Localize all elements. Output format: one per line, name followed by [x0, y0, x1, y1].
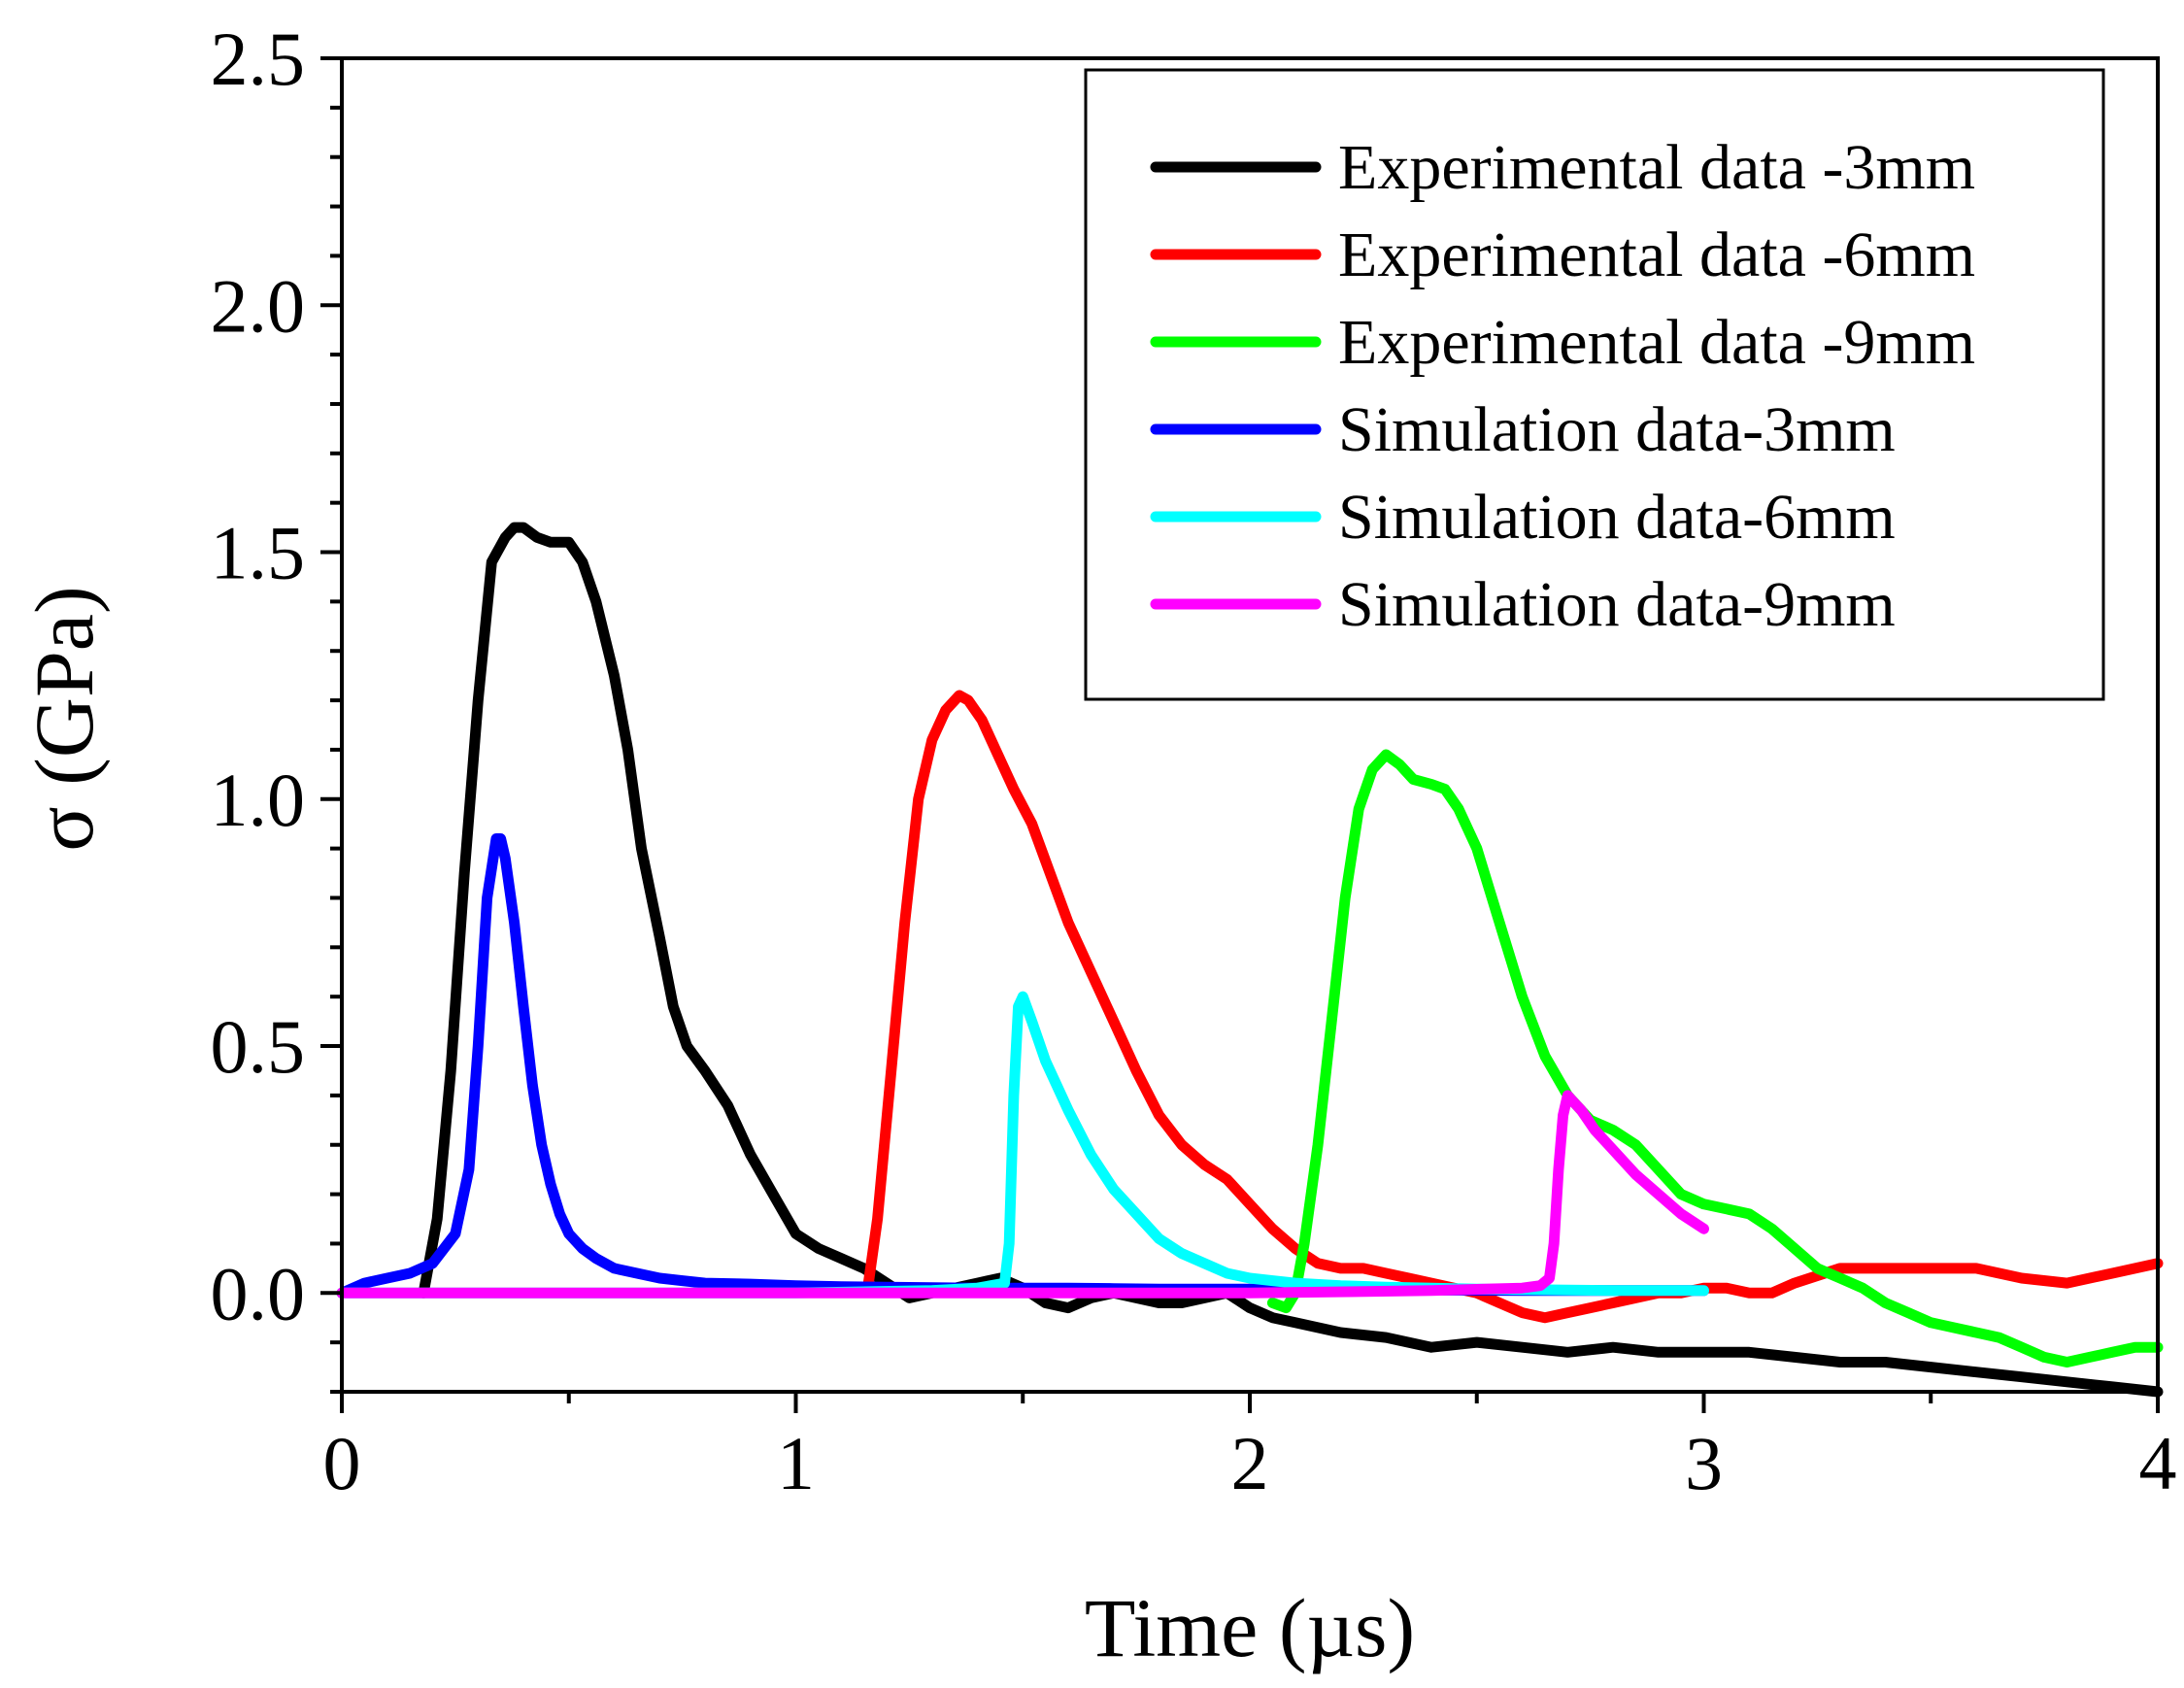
- series-line-2: [862, 690, 2164, 1324]
- legend-label-2: Experimental data -6mm: [1338, 219, 1975, 290]
- x-tick-label: 3: [1685, 1421, 1723, 1505]
- y-axis-title: σ (GPa): [17, 586, 111, 851]
- y-tick-label: 1.5: [211, 511, 306, 595]
- x-tick-label: 4: [2139, 1421, 2177, 1505]
- series-layer: [336, 522, 2164, 1398]
- series-line-6: [336, 1090, 1709, 1299]
- y-tick-label: 2.0: [211, 263, 306, 348]
- y-tick-label: 1.0: [211, 758, 306, 842]
- y-tick-label: 0.5: [211, 1004, 306, 1089]
- x-tick-label: 1: [777, 1421, 815, 1505]
- x-axis-title: Time (µs): [1085, 1581, 1415, 1674]
- legend-box: [1084, 68, 2105, 701]
- y-tick-labels: 0.0 0.5 1.0 1.5 2.0 2.5: [211, 17, 306, 1335]
- legend-label-1: Experimental data -3mm: [1338, 132, 1975, 203]
- y-tick-label: 2.5: [211, 17, 306, 101]
- legend-label-5: Simulation data-6mm: [1338, 482, 1896, 553]
- x-tick-label: 0: [323, 1421, 361, 1505]
- legend-items: Experimental data -3mm Experimental data …: [1150, 132, 1975, 640]
- ticks-layer: [320, 56, 2160, 1413]
- x-tick-label: 2: [1231, 1421, 1269, 1505]
- legend-label-6: Simulation data-9mm: [1338, 569, 1896, 640]
- y-tick-label: 0.0: [211, 1251, 306, 1335]
- series-line-3: [1266, 749, 2164, 1367]
- x-tick-labels: 0 1 2 3 4: [323, 1421, 2177, 1505]
- legend: Experimental data -3mm Experimental data …: [1084, 68, 2105, 701]
- legend-label-4: Simulation data-3mm: [1338, 394, 1896, 465]
- legend-label-3: Experimental data -9mm: [1338, 307, 1975, 378]
